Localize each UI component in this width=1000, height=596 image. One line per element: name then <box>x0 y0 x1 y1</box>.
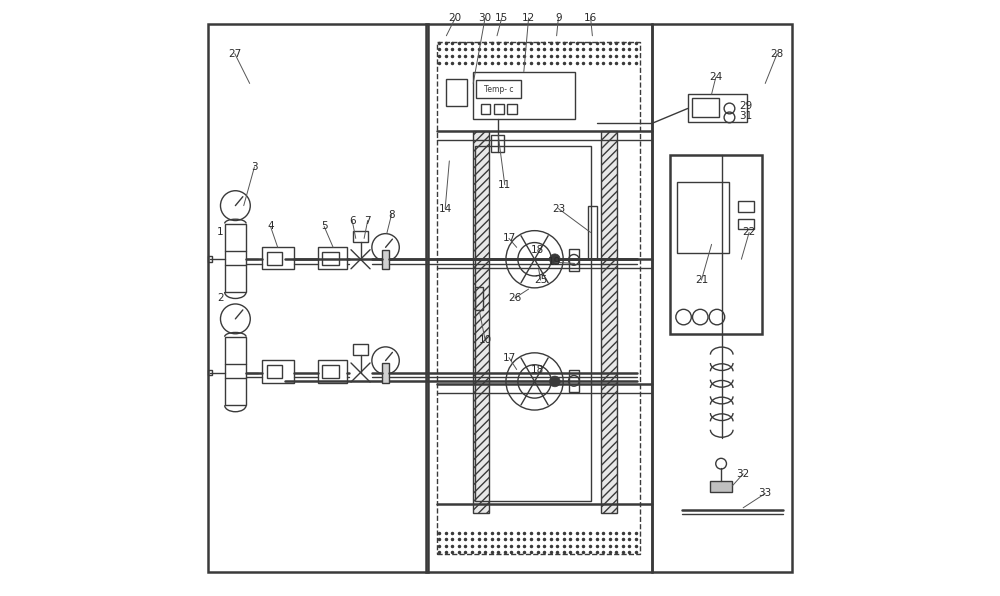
Bar <box>208 24 428 572</box>
Bar <box>491 135 504 152</box>
Bar <box>382 363 389 383</box>
Bar <box>688 94 747 122</box>
Text: 14: 14 <box>439 204 452 213</box>
Bar <box>437 42 640 554</box>
Text: Temp- c: Temp- c <box>484 85 513 94</box>
Bar <box>426 24 652 572</box>
Bar <box>208 370 212 375</box>
Bar <box>710 481 732 492</box>
Bar <box>473 131 489 513</box>
Text: 28: 28 <box>771 49 784 58</box>
Bar <box>262 247 294 269</box>
Bar <box>382 250 389 269</box>
Text: 17: 17 <box>502 234 516 243</box>
Text: 33: 33 <box>759 489 772 498</box>
Bar <box>738 201 754 212</box>
Text: 15: 15 <box>495 13 508 23</box>
Text: 23: 23 <box>552 204 565 213</box>
Text: 6: 6 <box>349 216 356 225</box>
Text: 9: 9 <box>555 13 562 23</box>
Text: 18: 18 <box>530 365 544 374</box>
Text: 21: 21 <box>695 275 708 285</box>
Bar <box>353 231 368 242</box>
Text: 11: 11 <box>498 180 511 190</box>
Bar <box>473 72 574 119</box>
Text: 24: 24 <box>709 73 722 82</box>
Text: 29: 29 <box>739 101 752 111</box>
Bar <box>652 24 792 572</box>
Bar <box>475 146 591 501</box>
Text: 4: 4 <box>267 222 274 231</box>
Bar <box>446 79 467 106</box>
Bar <box>318 360 347 383</box>
Bar <box>208 256 212 262</box>
Bar <box>601 131 617 513</box>
Text: 16: 16 <box>584 13 597 23</box>
Circle shape <box>549 254 560 265</box>
Bar <box>475 287 483 310</box>
Text: 27: 27 <box>228 49 241 58</box>
Bar <box>569 249 579 271</box>
Text: 17: 17 <box>502 353 516 362</box>
Bar <box>588 206 597 259</box>
Bar <box>569 370 579 392</box>
Text: 2: 2 <box>217 293 224 303</box>
Bar <box>494 104 504 114</box>
Bar <box>225 224 246 292</box>
Text: 20: 20 <box>449 13 462 23</box>
Bar <box>322 365 339 378</box>
Bar <box>322 252 339 265</box>
Text: 25: 25 <box>534 275 547 285</box>
Bar <box>677 182 729 253</box>
Text: 18: 18 <box>530 246 544 255</box>
Text: 30: 30 <box>479 13 492 23</box>
Text: 8: 8 <box>388 210 395 219</box>
Text: 3: 3 <box>251 162 258 172</box>
Text: 10: 10 <box>479 335 492 344</box>
Text: 1: 1 <box>217 228 224 237</box>
Bar <box>507 104 517 114</box>
Text: 19: 19 <box>548 257 561 267</box>
Bar <box>481 104 490 114</box>
Bar <box>267 365 282 378</box>
Bar <box>738 219 754 229</box>
Text: 32: 32 <box>737 469 750 479</box>
Bar <box>318 247 347 269</box>
Text: 26: 26 <box>508 293 522 303</box>
Bar <box>267 252 282 265</box>
Circle shape <box>549 376 560 387</box>
Bar <box>225 337 246 405</box>
Text: 31: 31 <box>739 111 752 121</box>
Bar <box>670 155 762 334</box>
Bar <box>692 98 719 117</box>
Bar <box>262 360 294 383</box>
Bar <box>353 344 368 355</box>
Text: 12: 12 <box>522 13 535 23</box>
Bar <box>476 80 521 98</box>
Text: 5: 5 <box>321 222 327 231</box>
Text: 22: 22 <box>743 228 756 237</box>
Text: 7: 7 <box>364 216 371 225</box>
